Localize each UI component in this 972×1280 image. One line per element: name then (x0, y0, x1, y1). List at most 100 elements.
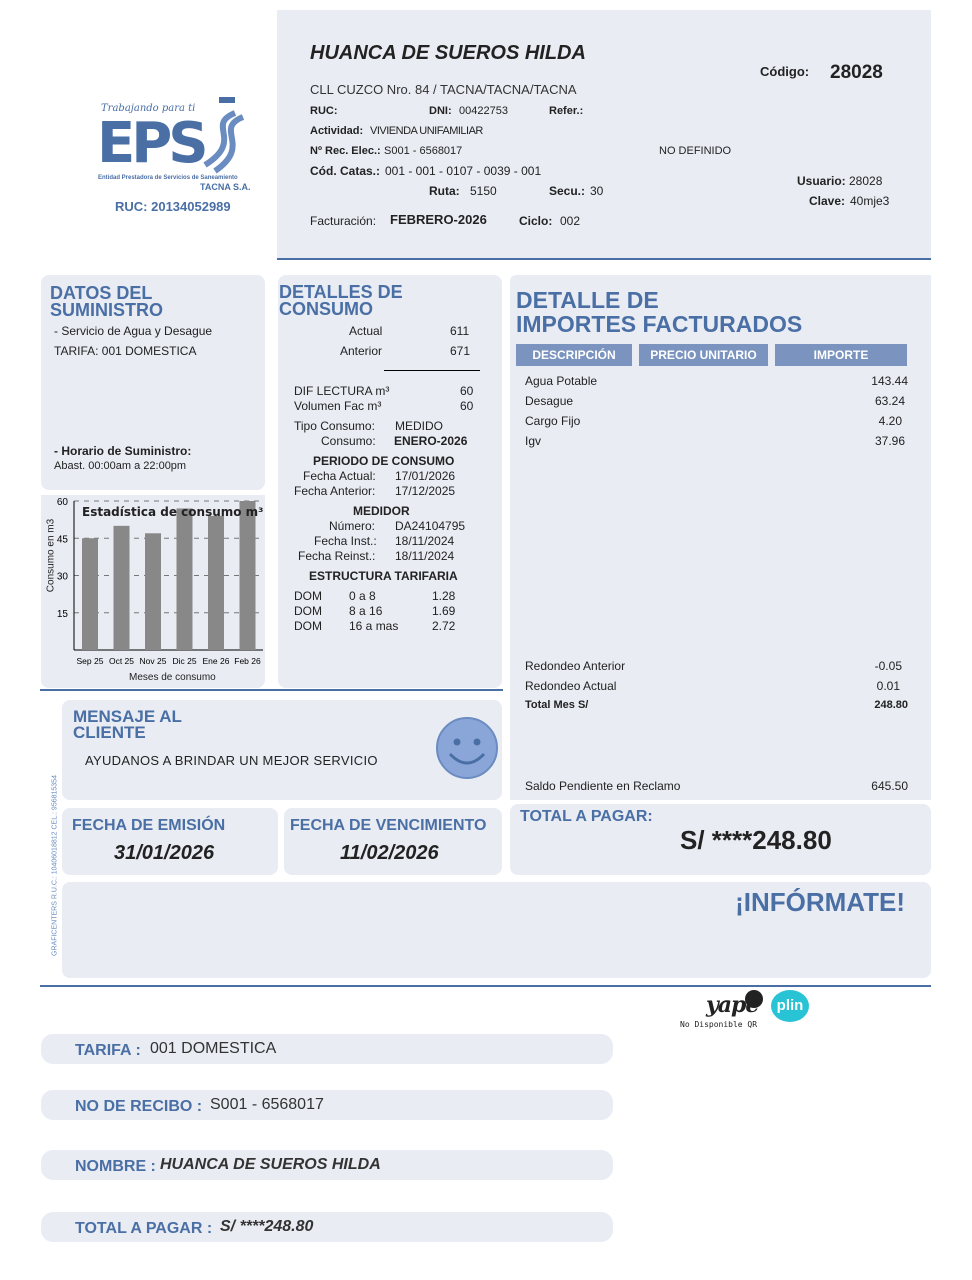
tariff-range: 0 a 8 (349, 589, 376, 603)
chart-xtick-label: Ene 26 (203, 656, 230, 666)
redondeo-actual-value: 0.01 (876, 679, 900, 693)
info-panel: ¡INFÓRMATE! (62, 882, 931, 978)
numero-value: DA24104795 (395, 519, 466, 533)
chart-xtick-label: Dic 25 (172, 656, 196, 666)
footer-recibo-label: NO DE RECIBO : (75, 1098, 203, 1115)
consumo-label: Consumo: (321, 434, 376, 448)
actividad-value: VIVIENDA UNIFAMILIAR (370, 125, 483, 137)
footer-total-value: S/ ****248.80 (220, 1218, 314, 1235)
amount-desc: Desague (525, 394, 574, 408)
rec-value: S001 - 6568017 (384, 145, 463, 157)
footer-total-label: TOTAL A PAGAR : (75, 1220, 213, 1237)
smiley-icon (436, 717, 498, 779)
chart-title: Estadística de consumo m³ (82, 505, 264, 519)
clave-value: 40mje3 (850, 194, 890, 208)
fecha-inst-label: Fecha Inst.: (314, 534, 377, 548)
redondeo-anterior-label: Redondeo Anterior (525, 659, 626, 673)
clave-label: Clave: (809, 194, 846, 208)
customer-name: HUANCA DE SUEROS HILDA (310, 42, 586, 64)
tariff: TARIFA: 001 DOMESTICA (54, 344, 197, 358)
dif-label: DIF LECTURA m³ (294, 384, 390, 398)
col-precio-unitario: PRECIO UNITARIO (639, 344, 768, 366)
footer-total: TOTAL A PAGAR : S/ ****248.80 (41, 1212, 613, 1242)
footer-nombre: NOMBRE : HUANCA DE SUEROS HILDA (41, 1150, 613, 1180)
footer-nombre-label: NOMBRE : (75, 1158, 156, 1175)
supply-title-line1: DATOS DEL (50, 283, 153, 303)
ruc-label: RUC: (310, 105, 338, 117)
schedule-value: Abast. 00:00am a 22:00pm (54, 460, 187, 472)
chart-bar (113, 525, 130, 650)
catas-label: Cód. Catas.: (310, 164, 381, 178)
plin-logo: plin (771, 990, 809, 1022)
secu-label: Secu.: (549, 184, 586, 198)
codigo-label: Código: (760, 64, 810, 79)
fecha-anterior-label: Fecha Anterior: (294, 484, 376, 498)
chart-bar (82, 538, 98, 650)
issue-date-panel: FECHA DE EMISIÓN 31/01/2026 (62, 808, 278, 875)
ruta-label: Ruta: (429, 184, 460, 198)
schedule-label: - Horario de Suministro: (54, 444, 192, 458)
fecha-anterior-value: 17/12/2025 (395, 484, 456, 498)
amount-desc: Cargo Fijo (525, 414, 581, 428)
address: CLL CUZCO Nro. 84 / TACNA/TACNA/TACNA (310, 82, 577, 97)
amount-desc: Igv (525, 434, 542, 448)
footer-tarifa-value: 001 DOMESTICA (150, 1040, 277, 1057)
mid-divider (40, 689, 503, 691)
col-importe: IMPORTE (775, 344, 907, 366)
chart-bar (145, 533, 161, 650)
chart-xtick-label: Nov 25 (140, 656, 167, 666)
tariff-cat: DOM (294, 604, 322, 618)
ciclo-value: 002 (560, 214, 581, 228)
tariff-range: 8 a 16 (349, 604, 383, 618)
issue-date-label: FECHA DE EMISIÓN (72, 817, 226, 834)
dni-label: DNI: (429, 105, 452, 117)
chart-bar (176, 508, 193, 650)
chart-ytick-label: 60 (57, 497, 69, 508)
amount-desc: Agua Potable (525, 374, 598, 388)
vol-value: 60 (460, 399, 474, 413)
footer-recibo: NO DE RECIBO : S001 - 6568017 (41, 1090, 613, 1120)
due-date-label: FECHA DE VENCIMIENTO (290, 817, 487, 834)
message-title-line2: CLIENTE (73, 723, 146, 743)
secu-value: 30 (590, 184, 604, 198)
water-wave-icon (203, 97, 245, 174)
fecha-reinst-label: Fecha Reinst.: (298, 549, 376, 563)
actividad-label: Actividad: (310, 125, 364, 137)
subtotal-rule (384, 370, 480, 371)
chart-bar (239, 501, 256, 650)
ruta-value: 5150 (470, 184, 497, 198)
tipo-label: Tipo Consumo: (294, 419, 375, 433)
actual-value: 611 (450, 324, 470, 338)
footer-divider (40, 985, 931, 987)
customer-message-panel: MENSAJE AL CLIENTE AYUDANOS A BRINDAR UN … (62, 700, 502, 800)
codigo-value: 28028 (830, 62, 883, 83)
footer-tarifa: TARIFA : 001 DOMESTICA (41, 1034, 613, 1064)
amounts-title-line2: IMPORTES FACTURADOS (516, 311, 803, 338)
medidor-title: MEDIDOR (353, 504, 410, 518)
consumption-title-line1: DETALLES DE (279, 282, 403, 302)
periodo-title: PERIODO DE CONSUMO (313, 454, 455, 468)
anterior-label: Anterior (340, 344, 383, 358)
footer-tarifa-label: TARIFA : (75, 1042, 141, 1059)
no-definido: NO DEFINIDO (659, 145, 732, 157)
total-mes-label: Total Mes S/ (525, 699, 589, 711)
message-text: AYUDANOS A BRINDAR UN MEJOR SERVICIO (85, 753, 378, 768)
tipo-value: MEDIDO (395, 419, 443, 433)
customer-header: HUANCA DE SUEROS HILDA CLL CUZCO Nro. 84… (277, 10, 931, 258)
chart-xtick-label: Feb 26 (234, 656, 261, 666)
rec-label: Nº Rec. Elec.: (310, 145, 381, 157)
redondeo-anterior-value: -0.05 (874, 659, 902, 673)
amounts-title-line1: DETALLE DE (516, 287, 659, 313)
footer-nombre-value: HUANCA DE SUEROS HILDA (160, 1156, 381, 1173)
tariff-price: 2.72 (432, 619, 456, 633)
tariff-cat: DOM (294, 619, 322, 633)
logo-ruc: RUC: 20134052989 (115, 199, 231, 214)
redondeo-actual-label: Redondeo Actual (525, 679, 617, 693)
amount-value: 4.20 (878, 414, 902, 428)
total-value: S/ ****248.80 (680, 825, 832, 855)
tariff-price: 1.28 (432, 589, 456, 603)
due-date-panel: FECHA DE VENCIMIENTO 11/02/2026 (284, 808, 502, 875)
consumo-value: ENERO-2026 (394, 434, 468, 448)
chart-ytick-label: 30 (57, 572, 69, 583)
consumption-chart: 15 30 45 60 Sep 25 Oct 25 Nov 25 Dic 25 Ene 26 Fe… (57, 497, 263, 666)
